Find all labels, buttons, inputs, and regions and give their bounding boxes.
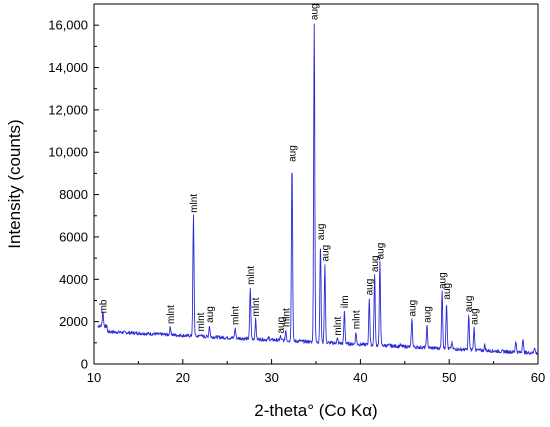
y-tick-label: 10,000 [48, 145, 88, 160]
x-ticks: 10 20 30 40 50 60 [87, 359, 545, 385]
peak-label-mlnt: mlnt [281, 308, 292, 327]
peak-label-aug: aug [320, 245, 331, 262]
peak-label-mlnt: mlnt [231, 306, 242, 325]
peak-label-aug: aug [365, 279, 376, 296]
x-tick-label: 30 [264, 370, 278, 385]
peak-label-mlnt: mlnt [246, 266, 257, 285]
peak-label-mlnt: mlnt [196, 312, 207, 331]
x-tick-label: 20 [176, 370, 190, 385]
peak-label-mlnt: mlnt [352, 310, 363, 329]
peak-label-aug: aug [375, 243, 386, 260]
peak-label-ilm: ilm [340, 295, 351, 308]
y-tick-label: 14,000 [48, 60, 88, 75]
peak-label-aug: aug [464, 296, 475, 313]
peak-label-aug: aug [276, 317, 287, 334]
peak-label-mlnt: mlnt [333, 316, 344, 335]
y-tick-label: 6000 [59, 229, 88, 244]
x-tick-label: 40 [353, 370, 367, 385]
peak-label-aug: aug [316, 224, 327, 241]
peak-label-mlnt: mlnt [189, 194, 200, 213]
x-tick-label: 10 [87, 370, 101, 385]
peak-label-aug: aug [288, 145, 299, 162]
y-tick-label: 0 [81, 357, 88, 372]
y-tick-label: 8000 [59, 187, 88, 202]
x-axis-title: 2-theta° (Co Kα) [254, 401, 377, 420]
peak-label-aug: aug [442, 283, 453, 300]
peak-label-aug: aug [470, 308, 481, 325]
peak-label-mlnt: mlnt [166, 305, 177, 324]
y-ticks: 0 2000 4000 6000 8000 10,000 12,000 14,000 16,00… [48, 18, 99, 372]
y-tick-label: 16,000 [48, 18, 88, 33]
peak-label-aug: aug [407, 300, 418, 317]
y-tick-label: 4000 [59, 272, 88, 287]
y-tick-label: 12,000 [48, 102, 88, 117]
peak-label-aug: aug [370, 255, 381, 272]
peak-label-mlnt: mlnt [251, 297, 262, 316]
peak-label-aug: aug [438, 272, 449, 289]
peak-label-aug: aug [205, 306, 216, 323]
peak-label-mb: mb [98, 299, 109, 313]
peak-label-aug: aug [310, 3, 321, 20]
peak-label-aug: aug [422, 306, 433, 323]
x-tick-label: 60 [531, 370, 545, 385]
x-tick-label: 50 [442, 370, 456, 385]
diffraction-pattern-line [97, 23, 539, 355]
y-axis-title: Intensity (counts) [5, 119, 24, 248]
y-tick-label: 2000 [59, 314, 88, 329]
